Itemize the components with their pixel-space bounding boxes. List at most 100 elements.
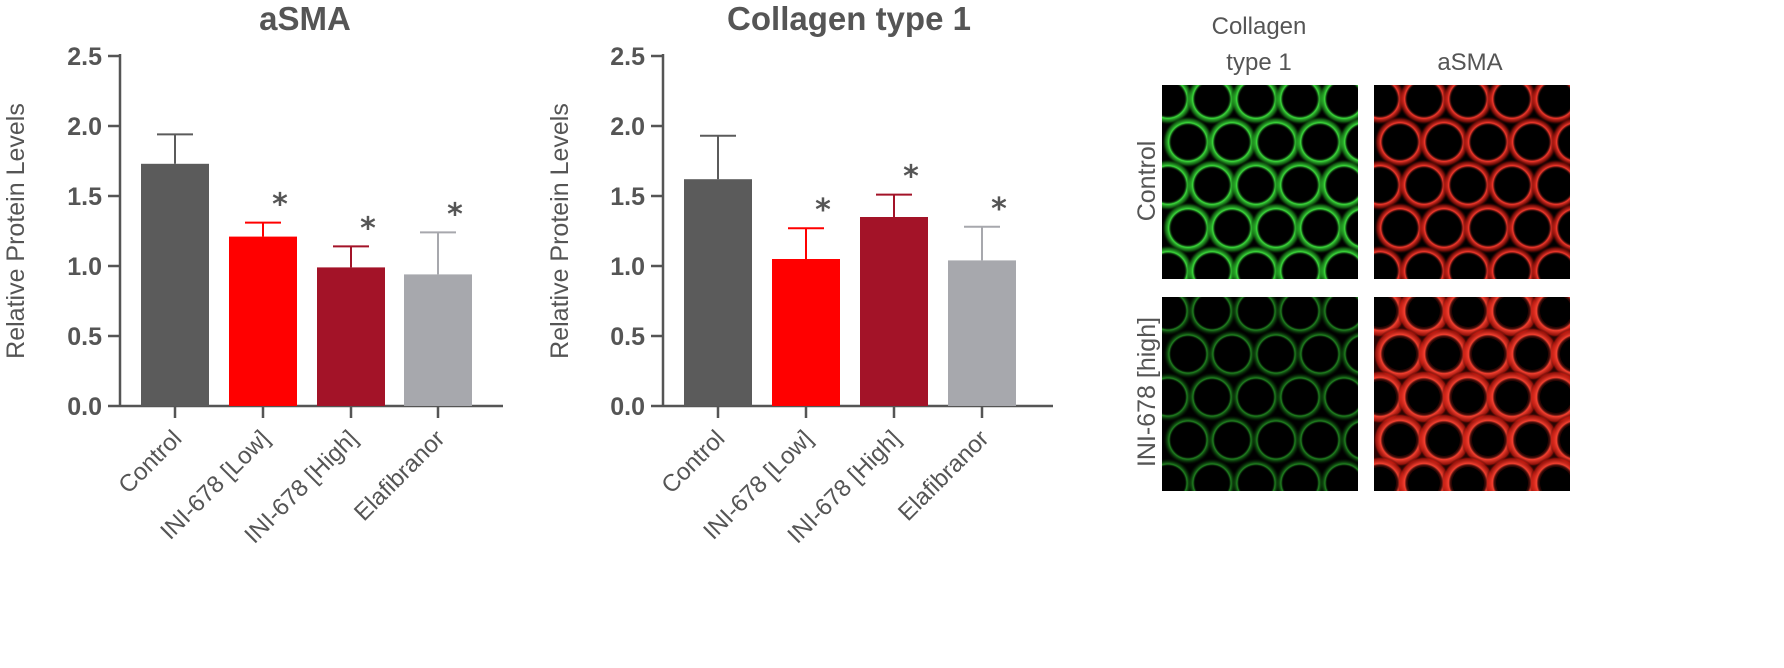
asma-bar-chart: aSMA Relative Protein Levels 0.0 0.5 1.0 1.5 2… <box>2 0 503 549</box>
ring <box>1374 116 1426 168</box>
bar <box>404 274 472 406</box>
bar <box>229 236 297 406</box>
bar <box>317 267 385 406</box>
x-tick-label: Elafibranor <box>349 425 450 526</box>
ring <box>1442 159 1494 211</box>
ring <box>1162 116 1214 168</box>
ring <box>1163 415 1213 465</box>
ring <box>1295 329 1345 379</box>
ring <box>1206 202 1258 254</box>
y-tick-label: 0.5 <box>610 323 645 351</box>
ring <box>1319 458 1358 491</box>
ring <box>1206 116 1258 168</box>
ring <box>1318 159 1358 211</box>
ring <box>1549 327 1570 381</box>
row-label-ini678-high: INI-678 [high] <box>1133 317 1161 467</box>
bar <box>684 179 752 406</box>
ring <box>1318 245 1358 279</box>
bar <box>948 260 1016 406</box>
ring <box>1251 329 1301 379</box>
ring <box>1187 297 1237 336</box>
ring <box>1230 159 1282 211</box>
ring <box>1274 85 1326 125</box>
bar <box>141 163 209 406</box>
ring <box>1163 329 1213 379</box>
ring <box>1162 202 1214 254</box>
row-label-control: Control <box>1133 141 1161 222</box>
x-tick-label: Control <box>656 425 730 499</box>
column-label-collagen-line1: Collagen <box>1212 13 1307 40</box>
y-axis-label: Relative Protein Levels <box>546 103 574 359</box>
significance-marker: * <box>903 160 919 195</box>
collagen-bar-chart: Collagen type 1 Relative Protein Levels 0.… <box>546 0 1053 549</box>
ring <box>1418 116 1470 168</box>
ring <box>1442 245 1494 279</box>
ring <box>1374 245 1406 279</box>
ring <box>1398 159 1450 211</box>
ring <box>1230 85 1282 125</box>
ring <box>1549 413 1570 467</box>
ring <box>1319 297 1358 336</box>
ring <box>1374 85 1406 125</box>
y-tick-label: 1.5 <box>610 183 645 211</box>
chart-title: aSMA <box>259 0 351 37</box>
significance-marker: * <box>272 188 288 223</box>
ring <box>1550 202 1570 254</box>
ring <box>1186 245 1238 279</box>
ring <box>1162 159 1194 211</box>
ring <box>1319 372 1358 422</box>
y-tick-label: 2.5 <box>610 43 645 71</box>
ring <box>1274 245 1326 279</box>
column-label-asma: aSMA <box>1437 49 1502 76</box>
ring <box>1207 329 1257 379</box>
ring <box>1274 159 1326 211</box>
ring <box>1530 85 1570 125</box>
ring <box>1338 116 1358 168</box>
ring <box>1162 245 1194 279</box>
ring <box>1506 116 1558 168</box>
y-tick-label: 0.0 <box>67 393 102 421</box>
ring <box>1294 202 1346 254</box>
ring <box>1530 159 1570 211</box>
ring <box>1339 415 1358 465</box>
ring <box>1230 245 1282 279</box>
ring <box>1231 458 1281 491</box>
micrograph-panel: Collagen type 1 aSMA Control INI-678 [hi… <box>1133 13 1570 491</box>
ring <box>1374 159 1406 211</box>
y-tick-label: 1.0 <box>610 253 645 281</box>
significance-marker: * <box>991 192 1007 227</box>
ring <box>1162 297 1193 336</box>
y-tick-label: 2.0 <box>67 113 102 141</box>
ring <box>1442 85 1494 125</box>
significance-marker: * <box>360 211 376 246</box>
bar <box>772 259 840 406</box>
micrograph-rings <box>1162 85 1358 279</box>
ring <box>1294 116 1346 168</box>
ring <box>1486 159 1538 211</box>
ring <box>1207 415 1257 465</box>
ring <box>1162 85 1194 125</box>
ring <box>1186 85 1238 125</box>
ring <box>1338 202 1358 254</box>
micrograph-rings <box>1374 85 1570 279</box>
ring <box>1187 458 1237 491</box>
ring <box>1486 245 1538 279</box>
ring <box>1486 85 1538 125</box>
ring <box>1250 116 1302 168</box>
chart-title: Collagen type 1 <box>727 0 971 37</box>
ring <box>1275 372 1325 422</box>
ring <box>1506 202 1558 254</box>
micrograph-rings <box>1162 297 1358 491</box>
ring <box>1250 202 1302 254</box>
micrograph-rings <box>1374 297 1570 491</box>
ring <box>1295 415 1345 465</box>
x-tick-label: Control <box>113 425 187 499</box>
ring <box>1162 372 1193 422</box>
ring <box>1318 85 1358 125</box>
y-tick-label: 2.0 <box>610 113 645 141</box>
ring <box>1186 159 1238 211</box>
column-label-collagen-line2: type 1 <box>1226 49 1291 76</box>
significance-marker: * <box>447 197 463 232</box>
ring <box>1374 202 1426 254</box>
